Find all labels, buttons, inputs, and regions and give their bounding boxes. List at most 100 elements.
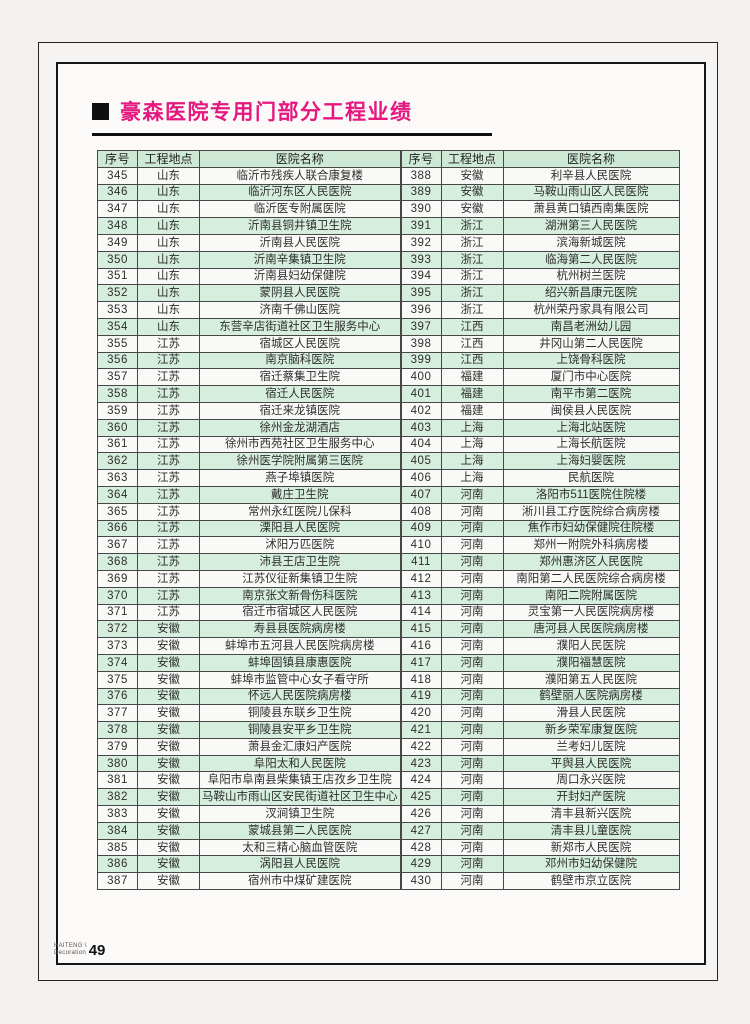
cell-hospital: 上海北站医院 [502, 418, 680, 437]
table-row: 411 河南 郑州惠济区人民医院 [400, 553, 680, 571]
cell-location: 上海 [440, 435, 504, 454]
cell-location: 河南 [440, 569, 504, 588]
table-row: 349 山东 沂南县人民医院 [97, 233, 401, 252]
cell-hospital: 利辛县人民医院 [502, 166, 680, 185]
cell-serial: 387 [97, 872, 138, 891]
table-row: 419 河南 鹤壁丽人医院病房楼 [400, 687, 680, 706]
cell-serial: 396 [400, 301, 442, 319]
cell-serial: 386 [97, 855, 138, 874]
cell-serial: 426 [400, 805, 442, 823]
cell-location: 江苏 [137, 569, 200, 588]
table-row: 346 山东 临沂河东区人民医院 [97, 183, 401, 202]
cell-hospital: 萧县黄口镇西南集医院 [502, 200, 680, 219]
cell-location: 安徽 [137, 788, 200, 807]
cell-location: 安徽 [137, 687, 200, 706]
table-row: 416 河南 濮阳人民医院 [400, 637, 680, 655]
cell-serial: 413 [400, 586, 442, 605]
cell-location: 江苏 [137, 418, 200, 437]
table-row: 404 上海 上海长航医院 [400, 435, 680, 454]
cell-location: 河南 [440, 821, 504, 840]
title-bullet-square-icon [92, 102, 109, 120]
cell-location: 安徽 [137, 737, 200, 756]
cell-location: 福建 [440, 401, 504, 420]
table-row: 392 浙江 滨海新城医院 [400, 233, 680, 252]
cell-hospital: 鹤壁丽人医院病房楼 [502, 687, 680, 706]
footer-brand-line2: Decoration [54, 950, 87, 956]
table-row: 357 江苏 宿迁蔡集卫生院 [97, 368, 401, 387]
cell-location: 安徽 [137, 838, 200, 857]
cell-location: 山东 [137, 317, 200, 336]
cell-serial: 361 [97, 435, 138, 454]
cell-location: 江苏 [137, 435, 200, 454]
cell-serial: 367 [97, 536, 138, 555]
table-row: 407 河南 洛阳市511医院住院楼 [400, 485, 680, 504]
cell-location: 福建 [440, 385, 504, 403]
table-row: 395 浙江 绍兴新昌康元医院 [400, 284, 680, 303]
cell-location: 安徽 [137, 620, 200, 639]
cell-serial: 418 [400, 670, 442, 689]
cell-hospital: 绍兴新昌康元医院 [502, 284, 680, 303]
cell-serial: 402 [400, 401, 442, 420]
cell-hospital: 清丰县儿童医院 [502, 821, 680, 840]
cell-location: 安徽 [440, 183, 504, 202]
table-row: 423 河南 平舆县人民医院 [400, 754, 680, 773]
cell-hospital: 民航医院 [502, 469, 680, 487]
cell-serial: 355 [97, 334, 138, 353]
cell-hospital: 萧县金汇康妇产医院 [199, 737, 401, 756]
cell-hospital: 沛县王店卫生院 [199, 553, 401, 571]
cell-serial: 358 [97, 385, 138, 403]
cell-serial: 383 [97, 805, 138, 823]
cell-hospital: 太和三精心脑血管医院 [199, 838, 401, 857]
cell-serial: 392 [400, 233, 442, 252]
cell-location: 山东 [137, 267, 200, 286]
footer-brand-line1: HAITENG \ [54, 943, 87, 949]
cell-serial: 374 [97, 653, 138, 672]
cell-hospital: 濮阳第五人民医院 [502, 670, 680, 689]
cell-serial: 409 [400, 519, 442, 538]
cell-serial: 347 [97, 200, 138, 219]
cell-hospital: 沭阳万匹医院 [199, 536, 401, 555]
cell-serial: 398 [400, 334, 442, 353]
cell-hospital: 上海长航医院 [502, 435, 680, 454]
cell-serial: 346 [97, 183, 138, 202]
projects-table-right: 序号 工程地点 医院名称 388 安徽 利辛县人民医院 389 安徽 马鞍山雨山区人民医院… [400, 150, 680, 891]
cell-serial: 407 [400, 485, 442, 504]
cell-hospital: 南京张文新骨伤科医院 [199, 586, 401, 605]
table-row: 369 江苏 江苏仪征新集镇卫生院 [97, 569, 401, 588]
cell-serial: 380 [97, 754, 138, 773]
table-row: 386 安徽 涡阳县人民医院 [97, 855, 401, 874]
cell-hospital: 铜陵县东联乡卫生院 [199, 704, 401, 723]
cell-serial: 373 [97, 637, 138, 655]
cell-serial: 371 [97, 603, 138, 622]
cell-serial: 399 [400, 351, 442, 370]
cell-serial: 412 [400, 569, 442, 588]
cell-hospital: 兰考妇儿医院 [502, 737, 680, 756]
cell-hospital: 燕子埠镇医院 [199, 469, 401, 487]
cell-location: 浙江 [440, 284, 504, 303]
cell-location: 安徽 [137, 805, 200, 823]
table-row: 424 河南 周口永兴医院 [400, 771, 680, 790]
cell-location: 江苏 [137, 385, 200, 403]
cell-hospital: 周口永兴医院 [502, 771, 680, 790]
cell-hospital: 井冈山第二人民医院 [502, 334, 680, 353]
cell-hospital: 厦门市中心医院 [502, 368, 680, 387]
projects-table-left: 序号 工程地点 医院名称 345 山东 临沂市残疾人联合康复楼 346 山东 临沂河东区人… [97, 150, 401, 891]
cell-location: 江苏 [137, 553, 200, 571]
cell-location: 江苏 [137, 452, 200, 471]
table-row: 401 福建 南平市第二医院 [400, 385, 680, 403]
table-row: 370 江苏 南京张文新骨伤科医院 [97, 586, 401, 605]
table-row: 373 安徽 蚌埠市五河县人民医院病房楼 [97, 637, 401, 655]
cell-serial: 430 [400, 872, 442, 891]
cell-hospital: 濮阳人民医院 [502, 637, 680, 655]
cell-hospital: 焦作市妇幼保健院住院楼 [502, 519, 680, 538]
cell-location: 江西 [440, 317, 504, 336]
page-number: 49 [88, 942, 106, 959]
cell-hospital: 南阳二院附属医院 [502, 586, 680, 605]
table-row: 354 山东 东营辛店街道社区卫生服务中心 [97, 317, 401, 336]
table-row: 428 河南 新郑市人民医院 [400, 838, 680, 857]
section-title-row: 豪森医院专用门部分工程业绩 [92, 96, 492, 136]
cell-location: 安徽 [137, 821, 200, 840]
cell-hospital: 郑州一附院外科病房楼 [502, 536, 680, 555]
cell-serial: 419 [400, 687, 442, 706]
